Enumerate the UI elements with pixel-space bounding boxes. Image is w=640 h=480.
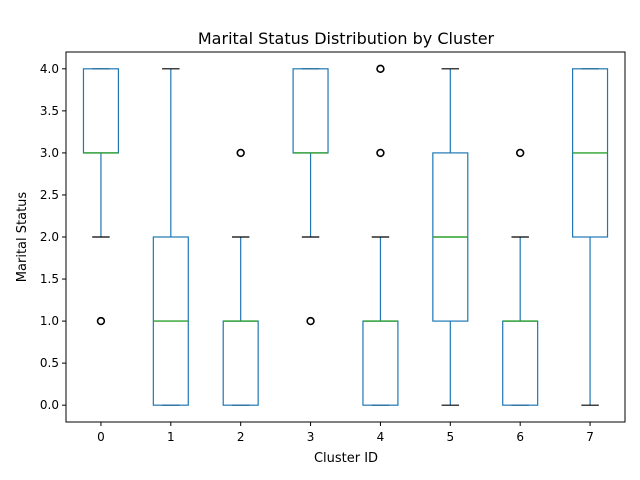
outlier-point — [236, 148, 245, 158]
box-cluster-7 — [571, 68, 609, 406]
y-axis-label: Marital Status — [15, 192, 30, 283]
chart-title: Marital Status Distribution by Cluster — [198, 29, 495, 48]
box-cluster-0 — [82, 68, 120, 326]
x-tick-label: 2 — [237, 430, 245, 444]
box-cluster-3 — [292, 68, 329, 326]
box-iqr — [222, 320, 259, 406]
outlier-point — [96, 316, 106, 326]
box-iqr — [292, 68, 329, 154]
box-cluster-1 — [152, 68, 189, 406]
y-tick-label: 3.0 — [40, 146, 59, 160]
box-iqr — [502, 320, 539, 406]
box-cluster-5 — [432, 68, 469, 406]
box-iqr — [82, 68, 120, 154]
plot-frame — [65, 51, 626, 423]
y-tick-label: 0.0 — [40, 398, 59, 412]
y-tick-label: 1.0 — [40, 314, 59, 328]
plot-area — [82, 64, 609, 406]
x-tick-label: 4 — [377, 430, 385, 444]
x-axis: 0 1 2 3 4 5 6 7 — [97, 422, 594, 444]
y-axis: 0.0 0.5 1.0 1.5 2.0 2.5 3.0 3.5 4.0 — [40, 62, 66, 412]
y-tick-label: 3.5 — [40, 104, 59, 118]
box-cluster-6 — [502, 148, 539, 406]
outlier-point — [515, 148, 525, 158]
x-tick-label: 1 — [167, 430, 175, 444]
outlier-point — [376, 148, 385, 158]
outlier-point — [306, 316, 315, 326]
y-tick-label: 4.0 — [40, 62, 59, 76]
y-tick-label: 2.5 — [40, 188, 59, 202]
box-cluster-2 — [222, 148, 259, 406]
box-iqr — [362, 320, 399, 406]
x-tick-label: 0 — [97, 430, 105, 444]
y-tick-label: 0.5 — [40, 356, 59, 370]
y-tick-label: 2.0 — [40, 230, 59, 244]
x-axis-label: Cluster ID — [314, 451, 378, 466]
x-tick-label: 5 — [446, 430, 454, 444]
outlier-point — [376, 64, 385, 74]
x-tick-label: 7 — [586, 430, 594, 444]
box-cluster-4 — [362, 64, 399, 406]
x-tick-label: 6 — [516, 430, 524, 444]
y-tick-label: 1.5 — [40, 272, 59, 286]
x-tick-label: 3 — [307, 430, 315, 444]
